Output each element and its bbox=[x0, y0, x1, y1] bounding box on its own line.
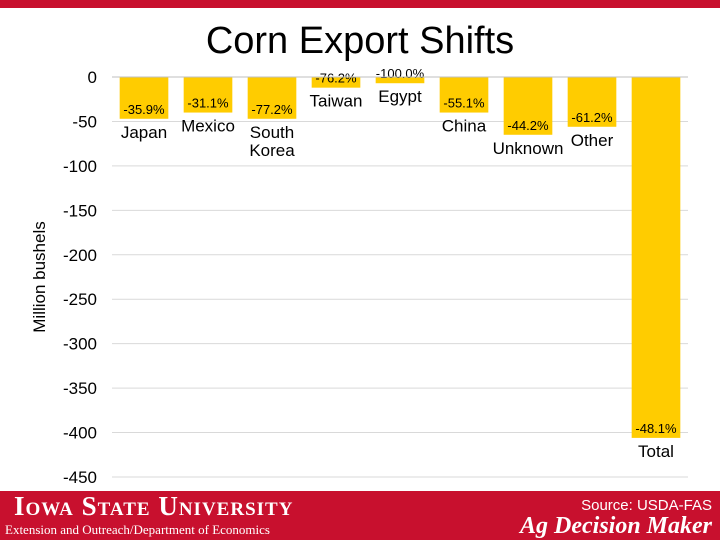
bar bbox=[503, 77, 553, 135]
y-tick-label: -200 bbox=[63, 246, 97, 265]
category-label: Egypt bbox=[378, 87, 422, 106]
top-accent-bar bbox=[0, 0, 720, 8]
category-label: China bbox=[442, 117, 487, 136]
slide-title: Corn Export Shifts bbox=[205, 20, 515, 62]
y-axis-title: Million bushels bbox=[30, 221, 49, 333]
y-tick-label: -150 bbox=[63, 201, 97, 220]
category-label: Unknown bbox=[493, 139, 564, 158]
data-label: -77.2% bbox=[251, 102, 293, 117]
y-tick-label: -400 bbox=[63, 424, 97, 443]
y-tick-label: -250 bbox=[63, 290, 97, 309]
bar bbox=[567, 77, 617, 127]
bar bbox=[375, 77, 425, 84]
category-label: Taiwan bbox=[310, 92, 363, 111]
data-label: -55.1% bbox=[443, 96, 485, 111]
y-tick-label: -450 bbox=[63, 468, 97, 487]
bar-chart: 0 -50 -100 -150 -200 -250 -300 -350 -400 -450 Mill… bbox=[30, 66, 688, 487]
university-name: Iowa State University bbox=[14, 491, 294, 521]
bar bbox=[439, 77, 489, 113]
category-label: South bbox=[250, 123, 294, 142]
footer-bar: Iowa State University Extension and Outr… bbox=[0, 491, 720, 540]
y-tick-label: -50 bbox=[72, 112, 97, 131]
data-label: -76.2% bbox=[315, 71, 357, 86]
y-tick-label: -350 bbox=[63, 379, 97, 398]
source-note: Source: USDA-FAS bbox=[581, 497, 712, 514]
category-label: Total bbox=[638, 442, 674, 461]
category-label: Other bbox=[571, 131, 614, 150]
bar bbox=[119, 77, 169, 119]
data-label: -35.9% bbox=[123, 102, 165, 117]
data-label: -48.1% bbox=[635, 421, 677, 436]
department-name: Extension and Outreach/Department of Eco… bbox=[5, 522, 270, 537]
bar bbox=[311, 77, 361, 88]
data-label: -31.1% bbox=[187, 96, 229, 111]
y-tick-label: -300 bbox=[63, 335, 97, 354]
bar bbox=[247, 77, 297, 119]
data-label: -61.2% bbox=[571, 110, 613, 125]
data-label: -44.2% bbox=[507, 118, 549, 133]
category-label: Korea bbox=[249, 141, 295, 160]
y-tick-label: 0 bbox=[88, 68, 97, 87]
bar bbox=[183, 77, 233, 113]
category-label: Mexico bbox=[181, 117, 235, 136]
y-tick-label: -100 bbox=[63, 157, 97, 176]
data-label: -100.0% bbox=[376, 66, 425, 81]
category-label: Japan bbox=[121, 123, 167, 142]
bar bbox=[631, 77, 681, 438]
brand-logo-text: Ag Decision Maker bbox=[520, 513, 712, 539]
